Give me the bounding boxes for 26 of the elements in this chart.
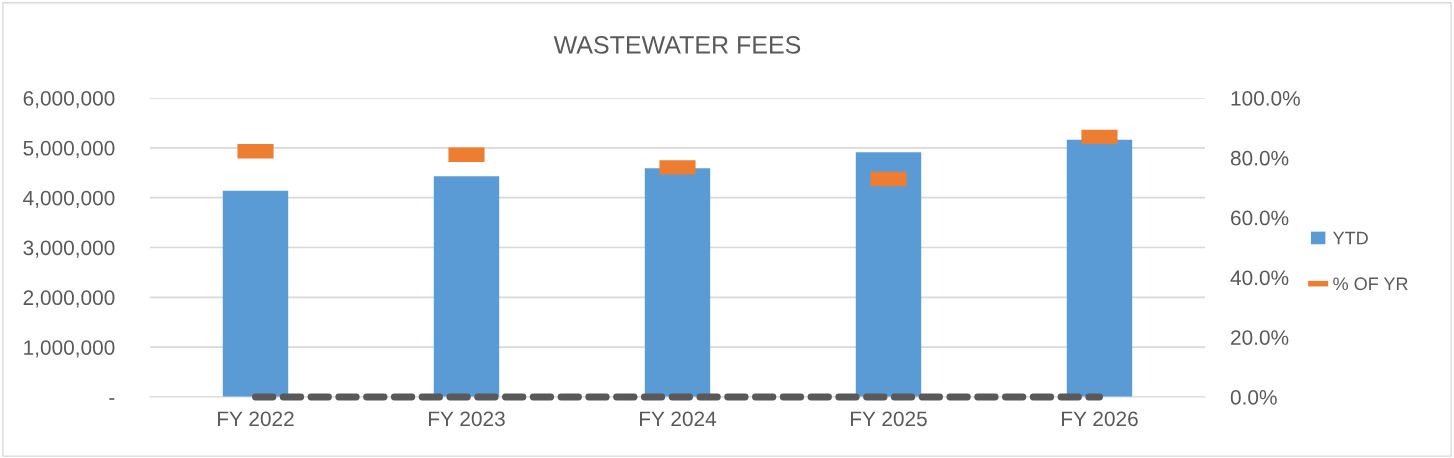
y-tick-label: 2,000,000 — [23, 290, 115, 308]
y2-tick-label: 40.0% — [1230, 270, 1289, 286]
y-tick-label: 3,000,000 — [23, 240, 115, 258]
bar — [855, 152, 922, 397]
y2-tick-label: 100.0% — [1231, 91, 1300, 106]
x-tick-label: FY 2025 — [851, 411, 927, 427]
y2-tick-label: 0.0% — [1230, 390, 1277, 405]
y-tick-label: 6,000,000 — [23, 91, 115, 109]
y2-tick-label: 60.0% — [1231, 210, 1289, 226]
y2-tick-label: 80.0% — [1230, 150, 1289, 166]
x-tick-label: FY 2022 — [218, 411, 294, 427]
x-tick-label: FY 2023 — [429, 411, 505, 427]
legend-label: YTD — [1332, 231, 1368, 245]
bar — [433, 176, 500, 397]
legend-label: % OF YR — [1333, 277, 1408, 291]
y-tick-label: 1,000,000 — [24, 340, 115, 358]
x-tick-label: FY 2026 — [1062, 411, 1138, 427]
y-tick-label: 4,000,000 — [23, 190, 115, 208]
x-tick-label: FY 2024 — [640, 411, 717, 427]
bar — [1066, 139, 1133, 397]
chart-title: WASTEWATER FEES — [553, 36, 801, 54]
bar — [644, 168, 711, 397]
bar — [222, 190, 289, 397]
y-tick-label: 5,000,000 — [23, 140, 115, 159]
y2-tick-label: 20.0% — [1231, 330, 1289, 345]
y-tick-label: - — [109, 398, 115, 400]
